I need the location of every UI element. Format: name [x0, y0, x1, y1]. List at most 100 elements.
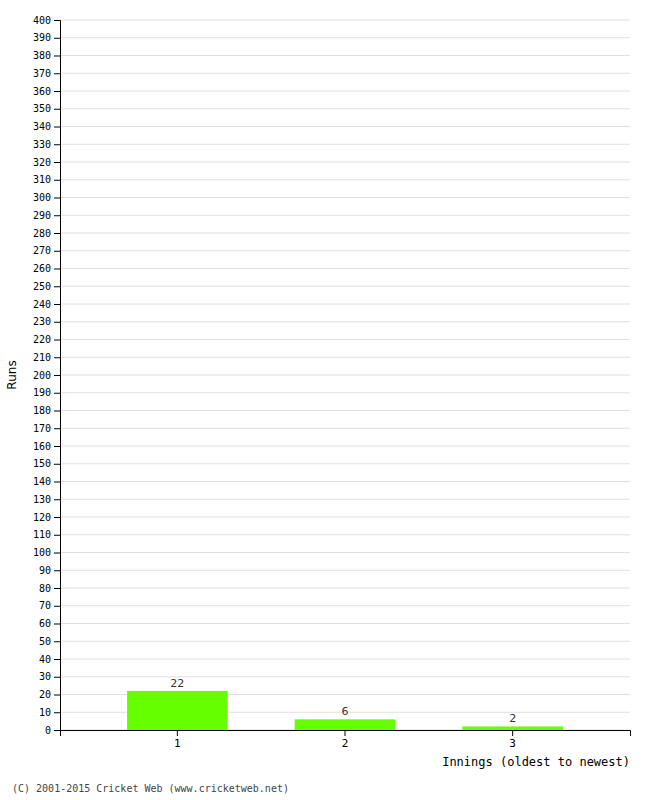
y-tick-label: 250 [33, 281, 51, 292]
grid-line [60, 73, 630, 74]
grid-line [60, 250, 630, 251]
y-tick: 100 [33, 547, 60, 558]
y-tick-label: 340 [33, 121, 51, 132]
y-tick-label: 320 [33, 157, 51, 168]
y-tick: 290 [33, 210, 60, 221]
grid-line [60, 179, 630, 180]
grid-line [60, 623, 630, 624]
y-tick-label: 190 [33, 387, 51, 398]
y-tick: 320 [33, 157, 60, 168]
y-tick-label: 100 [33, 547, 51, 558]
y-tick-label: 120 [33, 512, 51, 523]
x-tick-mark [512, 730, 513, 736]
y-tick: 180 [33, 405, 60, 416]
data-label: 2 [509, 712, 516, 725]
y-tick-mark [54, 677, 60, 678]
footer: (C) 2001-2015 Cricket Web (www.cricketwe… [12, 783, 289, 794]
y-tick: 150 [33, 458, 60, 469]
grid-line [60, 641, 630, 642]
y-tick-label: 160 [33, 441, 51, 452]
grid-line [60, 428, 630, 429]
y-tick-label: 40 [39, 654, 51, 665]
grid-line [60, 37, 630, 38]
y-tick-mark [54, 91, 60, 92]
x-tick: 3 [509, 730, 516, 750]
y-tick: 310 [33, 174, 60, 185]
bar [462, 726, 563, 730]
y-tick: 30 [39, 671, 60, 682]
y-tick-label: 130 [33, 494, 51, 505]
y-tick: 270 [33, 245, 60, 256]
grid-line [60, 20, 630, 21]
y-tick: 360 [33, 86, 60, 97]
y-tick-label: 90 [39, 565, 51, 576]
y-tick: 80 [39, 583, 60, 594]
y-tick: 340 [33, 121, 60, 132]
y-tick-mark [54, 340, 60, 341]
y-tick-label: 200 [33, 370, 51, 381]
y-tick-label: 330 [33, 139, 51, 150]
grid-line [60, 286, 630, 287]
y-tick-label: 80 [39, 583, 51, 594]
grid-line [60, 304, 630, 305]
y-tick-mark [54, 357, 60, 358]
x-tick-label: 2 [342, 737, 349, 750]
y-tick-label: 170 [33, 423, 51, 434]
y-tick-mark [54, 109, 60, 110]
y-tick-label: 60 [39, 618, 51, 629]
x-tick: 2 [342, 730, 349, 750]
y-tick: 140 [33, 476, 60, 487]
y-tick-label: 0 [45, 725, 51, 736]
y-tick-mark [54, 695, 60, 696]
y-tick: 300 [33, 192, 60, 203]
grid-line [60, 534, 630, 535]
y-tick-label: 260 [33, 263, 51, 274]
y-axis-line [54, 21, 61, 731]
y-tick-mark [54, 56, 60, 57]
grid-line [60, 481, 630, 482]
grid-line [60, 197, 630, 198]
y-tick-mark [54, 428, 60, 429]
y-tick: 200 [33, 370, 60, 381]
x-tick-label: 1 [174, 737, 181, 750]
x-axis-title: Innings (oldest to newest) [442, 755, 630, 769]
grid [60, 20, 630, 730]
y-axis: 0102030405060708090100110120130140150160… [33, 15, 61, 736]
grid-line [60, 463, 630, 464]
y-tick-mark [54, 641, 60, 642]
y-tick-mark [54, 20, 60, 21]
y-tick-mark [54, 375, 60, 376]
x-tick-label: 3 [509, 737, 516, 750]
y-tick: 380 [33, 50, 60, 61]
y-tick-label: 70 [39, 600, 51, 611]
y-tick-label: 140 [33, 476, 51, 487]
y-tick-mark [54, 482, 60, 483]
y-tick-mark [54, 535, 60, 536]
y-tick: 330 [33, 139, 60, 150]
y-tick-label: 20 [39, 689, 51, 700]
y-tick-mark [54, 233, 60, 234]
grid-line [60, 357, 630, 358]
y-tick-label: 110 [33, 529, 51, 540]
y-tick-mark [54, 517, 60, 518]
y-tick-label: 300 [33, 192, 51, 203]
y-tick-mark [54, 499, 60, 500]
y-tick-mark [54, 570, 60, 571]
grid-line [60, 676, 630, 677]
y-tick: 350 [33, 103, 60, 114]
x-tick-mark [177, 730, 178, 736]
x-tick: 1 [174, 730, 181, 750]
y-tick: 160 [33, 441, 60, 452]
y-tick-label: 210 [33, 352, 51, 363]
y-tick: 400 [33, 15, 60, 26]
y-tick-label: 370 [33, 68, 51, 79]
y-tick-label: 230 [33, 316, 51, 327]
grid-line [60, 446, 630, 447]
grid-line [60, 392, 630, 393]
plot: 2262010203040506070809010011012013014015… [33, 15, 631, 750]
y-tick: 390 [33, 32, 60, 43]
y-tick-mark [54, 215, 60, 216]
bar [295, 719, 396, 730]
y-tick-mark [54, 286, 60, 287]
grid-line [60, 570, 630, 571]
